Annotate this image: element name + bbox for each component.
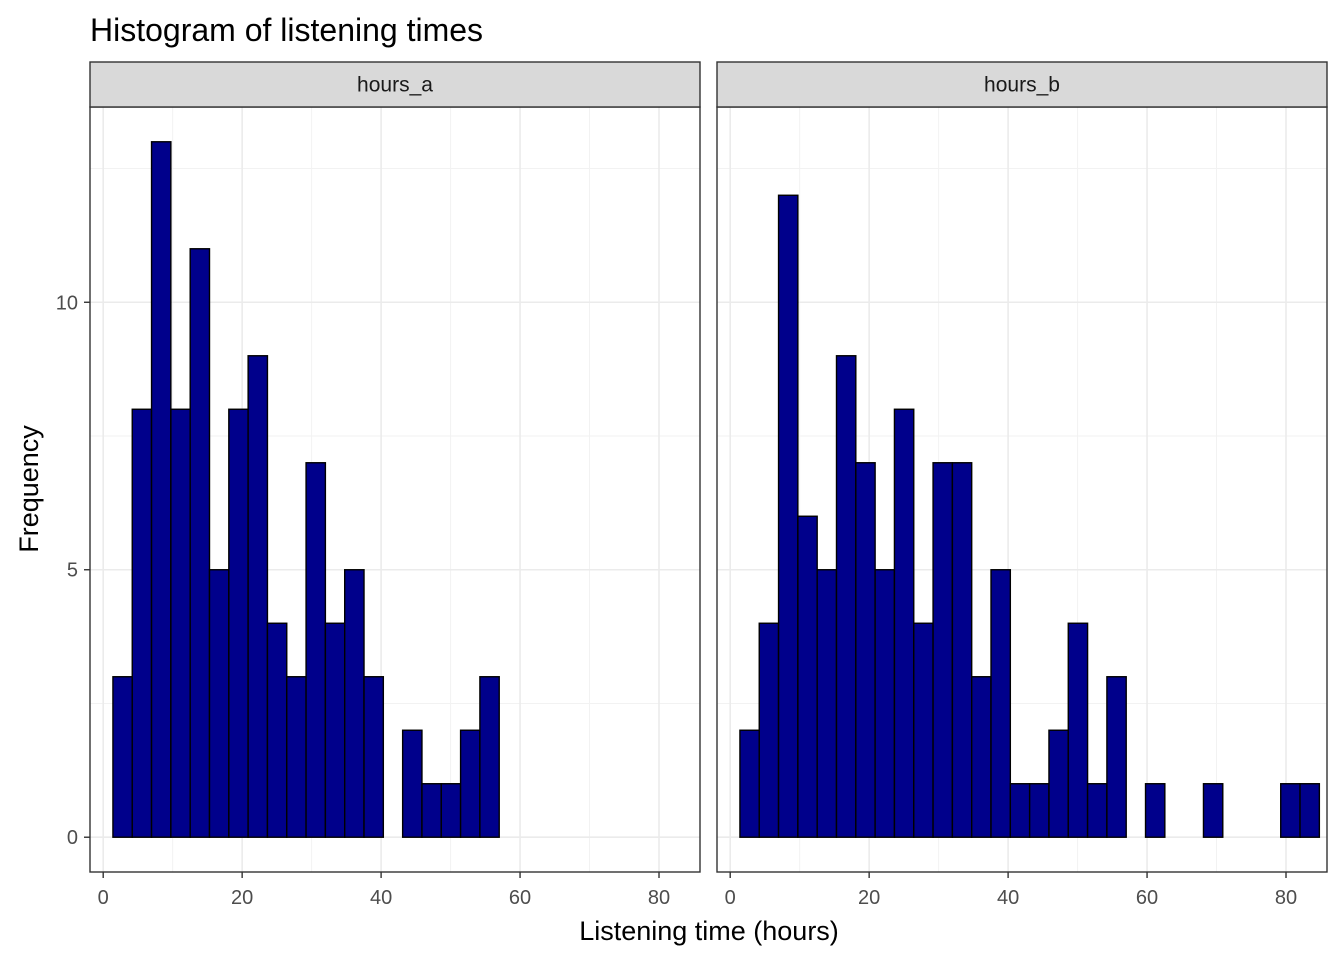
- y-tick-label: 10: [56, 292, 78, 314]
- panel-hours_b: hours_b 0 20 40 60 80: [716, 61, 1328, 909]
- x-tick-label: 20: [858, 887, 880, 909]
- x-tick-label: 40: [997, 887, 1019, 909]
- chart-title: Histogram of listening times: [90, 12, 483, 48]
- facet-strip: [89, 61, 701, 108]
- histogram-bar: [189, 248, 211, 838]
- x-tick-label: 20: [231, 887, 253, 909]
- histogram-bar: [777, 194, 799, 838]
- histogram-bar: [1048, 729, 1069, 838]
- x-tick-label: 60: [1136, 887, 1158, 909]
- histogram-bar: [1067, 622, 1089, 838]
- histogram-bar: [459, 729, 481, 838]
- histogram-bar: [421, 783, 442, 838]
- histogram-bar: [893, 408, 915, 838]
- histogram-bar: [1280, 783, 1301, 838]
- panel-hours_a: hours_a 0 20 40 60 80 0 5 10: [56, 61, 701, 909]
- histogram-bar: [739, 729, 760, 838]
- histogram-bar: [1144, 783, 1166, 838]
- x-tick-label: 0: [725, 887, 736, 909]
- facet-strip-label: hours_b: [984, 74, 1060, 97]
- y-tick-label: 5: [67, 560, 78, 582]
- x-tick-label: 80: [648, 887, 670, 909]
- histogram-bar: [990, 569, 1012, 838]
- y-tick-label: 0: [67, 827, 78, 849]
- histogram-bar: [874, 569, 896, 838]
- histogram-bar: [131, 408, 153, 838]
- histogram-bar: [970, 676, 992, 838]
- y-axis-title: Frequency: [14, 425, 44, 553]
- histogram-bar: [1028, 783, 1050, 838]
- facet-strip: [716, 61, 1328, 108]
- histogram-bar: [363, 676, 385, 838]
- histogram-bar: [343, 569, 365, 838]
- histogram-bar: [951, 462, 973, 838]
- facet-strip-label: hours_a: [357, 74, 433, 97]
- histogram-bar: [1299, 783, 1321, 838]
- histogram-bar: [1202, 783, 1224, 838]
- histogram-bar: [1009, 783, 1031, 838]
- x-tick-label: 0: [98, 887, 109, 909]
- x-tick-label: 80: [1275, 887, 1297, 909]
- histogram-bar: [913, 622, 934, 838]
- histogram-bar: [1106, 676, 1127, 838]
- x-tick-label: 60: [509, 887, 531, 909]
- histogram-bar: [479, 676, 500, 838]
- histogram-bar: [797, 515, 818, 838]
- histogram-bar: [170, 408, 191, 838]
- histogram-bar: [266, 622, 288, 838]
- histogram-bar: [932, 462, 954, 838]
- histogram-bar: [228, 408, 249, 838]
- histogram-bar: [401, 729, 423, 838]
- histogram-bar: [247, 355, 269, 838]
- histogram-bar: [816, 569, 838, 838]
- histogram-bar: [286, 676, 307, 838]
- histogram-bar: [855, 462, 876, 838]
- histogram-bar: [150, 141, 172, 838]
- histogram-bar: [208, 569, 230, 838]
- x-axis-title: Listening time (hours): [579, 916, 839, 946]
- facet-panels: hours_a 0 20 40 60 80 0 5 10 hours_b 0 20 40 60 80: [56, 61, 1328, 909]
- histogram-bar: [305, 462, 327, 838]
- histogram-bar: [1086, 783, 1108, 838]
- x-tick-label: 40: [370, 887, 392, 909]
- histogram-bar: [758, 622, 780, 838]
- histogram-bar: [835, 355, 857, 838]
- histogram-bar: [324, 622, 346, 838]
- histogram-bar: [440, 783, 462, 838]
- histogram-bar: [112, 676, 133, 838]
